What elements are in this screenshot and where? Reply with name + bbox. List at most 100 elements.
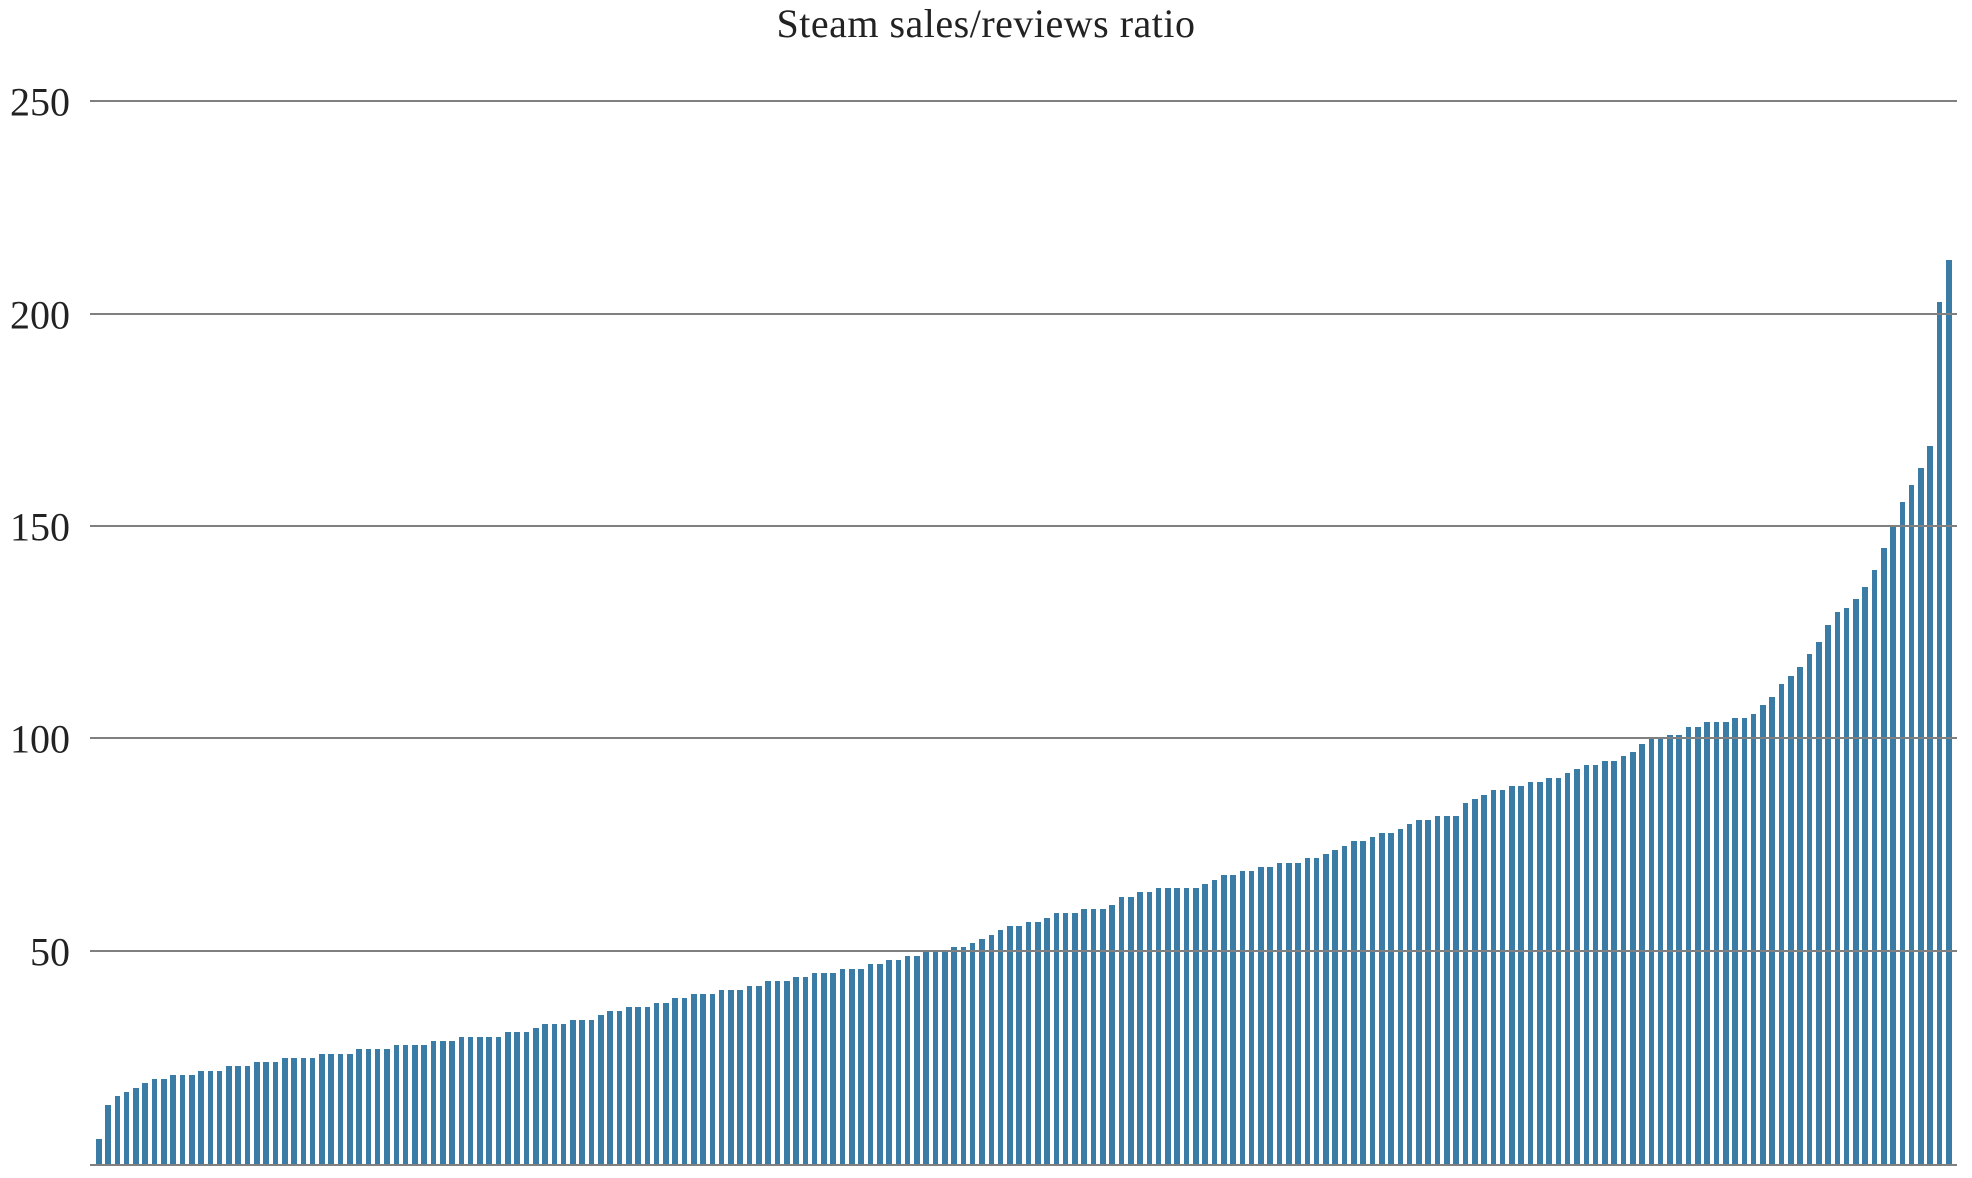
bar [170, 1075, 176, 1164]
bar [328, 1054, 334, 1164]
bar [1342, 846, 1348, 1164]
bar [561, 1024, 567, 1164]
bar [96, 1139, 102, 1164]
bar [979, 939, 985, 1164]
bar [1044, 918, 1050, 1164]
gridline: 100 [90, 737, 1957, 739]
bar [645, 1007, 651, 1164]
bar [635, 1007, 641, 1164]
bar [1481, 795, 1487, 1164]
bar [1360, 841, 1366, 1164]
bar [812, 973, 818, 1164]
bar [1528, 782, 1534, 1164]
bar [765, 981, 771, 1164]
chart-title: Steam sales/reviews ratio [0, 0, 1972, 47]
bar [1240, 871, 1246, 1164]
bar [1416, 820, 1422, 1164]
chart-container: Steam sales/reviews ratio 50 100 150 200 250 [0, 0, 1972, 1178]
bar [319, 1054, 325, 1164]
bar [1351, 841, 1357, 1164]
bar [245, 1066, 251, 1164]
bar [347, 1054, 353, 1164]
bar [970, 943, 976, 1164]
bar [1444, 816, 1450, 1164]
gridline: 250 [90, 100, 1957, 102]
bar [142, 1083, 148, 1164]
bar [672, 998, 678, 1164]
bar [1556, 778, 1562, 1164]
bar [989, 935, 995, 1164]
bar [1704, 722, 1710, 1164]
bar [682, 998, 688, 1164]
gridline: 200 [90, 313, 1957, 315]
bar [1537, 782, 1543, 1164]
bars-group [90, 60, 1957, 1164]
bar [180, 1075, 186, 1164]
bar [1435, 816, 1441, 1164]
bar [105, 1105, 111, 1164]
bar [477, 1037, 483, 1164]
bar [886, 960, 892, 1164]
bar [1611, 761, 1617, 1164]
bar [1779, 684, 1785, 1164]
bar [1742, 718, 1748, 1164]
bar [1295, 863, 1301, 1164]
bar [1900, 502, 1906, 1164]
bar [514, 1032, 520, 1164]
bar [951, 947, 957, 1164]
bar [384, 1049, 390, 1164]
bar [1035, 922, 1041, 1164]
bar [1305, 858, 1311, 1164]
bar [589, 1020, 595, 1164]
bar [784, 981, 790, 1164]
bar [1732, 718, 1738, 1164]
bar [1081, 909, 1087, 1164]
bar [115, 1096, 121, 1164]
bar [356, 1049, 362, 1164]
ytick-label: 50 [30, 928, 90, 975]
bar [1184, 888, 1190, 1164]
bar [961, 947, 967, 1164]
bar [933, 952, 939, 1164]
bar [1370, 837, 1376, 1164]
bar [793, 977, 799, 1164]
bar [1202, 884, 1208, 1164]
bar [905, 956, 911, 1164]
bar [570, 1020, 576, 1164]
bar [198, 1071, 204, 1164]
bar [1156, 888, 1162, 1164]
bar [1574, 769, 1580, 1164]
bar [1518, 786, 1524, 1164]
bar [1890, 527, 1896, 1164]
bar [217, 1071, 223, 1164]
bar [1751, 714, 1757, 1164]
bar [282, 1058, 288, 1164]
bar [189, 1075, 195, 1164]
bar [1593, 765, 1599, 1164]
bar [310, 1058, 316, 1164]
bar [394, 1045, 400, 1164]
bar [366, 1049, 372, 1164]
bar [607, 1011, 613, 1164]
bar [1825, 625, 1831, 1164]
ytick-label: 150 [10, 504, 90, 551]
bar [1379, 833, 1385, 1164]
bar [1193, 888, 1199, 1164]
bar [1630, 752, 1636, 1164]
bar [747, 986, 753, 1164]
bar [1277, 863, 1283, 1164]
bar [524, 1032, 530, 1164]
bar [923, 952, 929, 1164]
bar [719, 990, 725, 1164]
ytick-label: 100 [10, 716, 90, 763]
gridline: 50 [90, 950, 1957, 952]
bar [849, 969, 855, 1164]
bar [1844, 608, 1850, 1164]
bar [691, 994, 697, 1164]
bar [208, 1071, 214, 1164]
bar [1472, 799, 1478, 1164]
bar [1835, 612, 1841, 1164]
bar [468, 1037, 474, 1164]
bar [459, 1037, 465, 1164]
bar [1258, 867, 1264, 1164]
